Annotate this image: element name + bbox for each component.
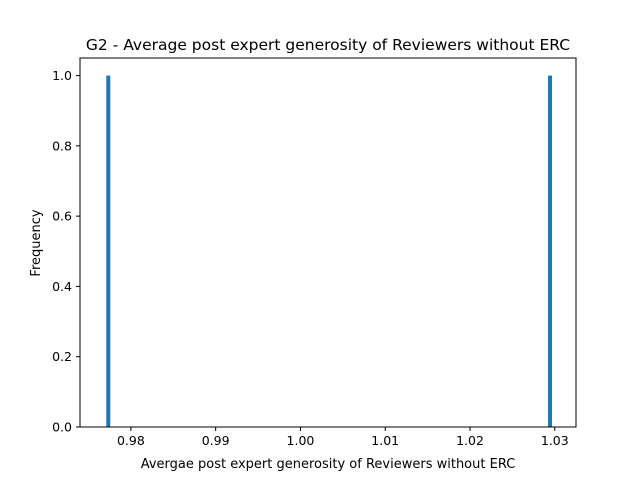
chart-title: G2 - Average post expert generosity of R… xyxy=(86,36,570,54)
y-tick-label-2: 0.2 xyxy=(52,349,72,364)
y-tick-label-5: 0.8 xyxy=(52,138,72,153)
y-axis-label: Frequency xyxy=(29,209,44,276)
y-tick-label-1: 0.0 xyxy=(52,420,72,435)
x-tick-label-4: 1.01 xyxy=(371,433,399,448)
histogram-bar-1 xyxy=(106,75,111,428)
plot-frame xyxy=(79,57,577,428)
histogram-bar-2 xyxy=(548,75,553,428)
y-tick-label-4: 0.6 xyxy=(52,209,72,224)
x-axis-label: Avergae post expert generosity of Review… xyxy=(141,457,516,472)
y-axis: 0.0 0.2 0.4 0.6 0.8 1.0 xyxy=(52,68,80,435)
bars-group xyxy=(106,75,553,428)
y-tick-label-6: 1.0 xyxy=(52,68,72,83)
x-tick-label-2: 0.99 xyxy=(202,433,230,448)
x-axis: 0.98 0.99 1.00 1.01 1.02 1.03 xyxy=(117,427,569,448)
x-tick-label-3: 1.00 xyxy=(287,433,315,448)
y-tick-label-3: 0.4 xyxy=(52,279,72,294)
x-tick-label-1: 0.98 xyxy=(117,433,145,448)
x-tick-label-5: 1.02 xyxy=(456,433,484,448)
x-tick-label-6: 1.03 xyxy=(541,433,569,448)
